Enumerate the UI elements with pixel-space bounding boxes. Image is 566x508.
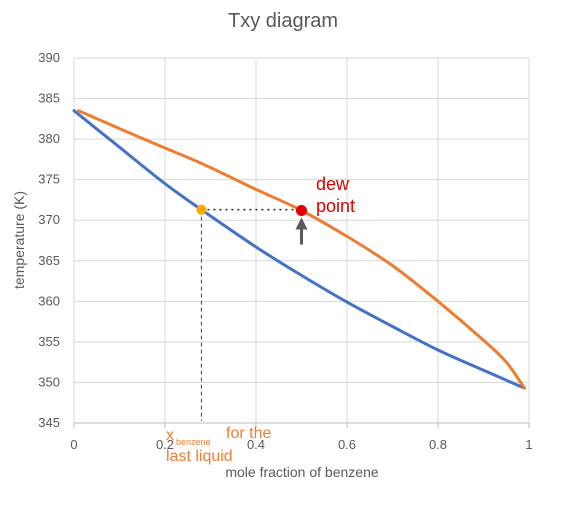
chart-title: Txy diagram bbox=[228, 10, 338, 32]
x-tick-label: 0.4 bbox=[247, 437, 265, 452]
dew-point-curve bbox=[77, 109, 526, 390]
y-tick-label: 365 bbox=[38, 253, 60, 268]
x-tick-label: 0.6 bbox=[338, 437, 356, 452]
bubble-point-curve bbox=[72, 109, 526, 390]
y-tick-label: 370 bbox=[38, 212, 60, 227]
tick-labels: 345 350 355 360 365 370 375 380 385 390 0 0.2 0.4 0.6… bbox=[38, 50, 532, 452]
x-axis-label: mole fraction of benzene bbox=[225, 464, 379, 480]
liquid-composition-point bbox=[196, 204, 207, 215]
y-axis-label: temperature (K) bbox=[11, 191, 27, 289]
guide-lines bbox=[200, 208, 302, 421]
y-tick-label: 360 bbox=[38, 293, 60, 308]
y-tick-label: 385 bbox=[38, 91, 60, 106]
y-tick-label: 380 bbox=[38, 131, 60, 146]
liquid-label-x: x bbox=[166, 427, 174, 444]
axes bbox=[73, 422, 530, 428]
y-tick-label: 390 bbox=[38, 50, 60, 65]
x-tick-label: 0.8 bbox=[429, 437, 447, 452]
annotation-labels: dew point x benzene for the last liquid bbox=[166, 174, 355, 465]
arrow-up-icon bbox=[295, 217, 308, 230]
dew-label-line2: point bbox=[316, 196, 355, 216]
dew-point-marker bbox=[296, 204, 307, 216]
series-lines bbox=[72, 109, 526, 390]
dew-label-line1: dew bbox=[316, 174, 350, 194]
liquid-label-subscript: benzene bbox=[176, 437, 211, 447]
y-tick-label: 355 bbox=[38, 334, 60, 349]
x-tick-label: 0 bbox=[70, 437, 77, 452]
x-tick-label: 0.2 bbox=[156, 437, 174, 452]
liquid-label-line2: last liquid bbox=[166, 448, 233, 465]
y-tick-label: 375 bbox=[38, 172, 60, 187]
x-tick-label: 1 bbox=[525, 437, 532, 452]
y-tick-label: 350 bbox=[38, 374, 60, 389]
liquid-label-rest: for the bbox=[226, 425, 271, 442]
y-tick-label: 345 bbox=[38, 415, 60, 430]
annotation-marks bbox=[196, 204, 308, 245]
